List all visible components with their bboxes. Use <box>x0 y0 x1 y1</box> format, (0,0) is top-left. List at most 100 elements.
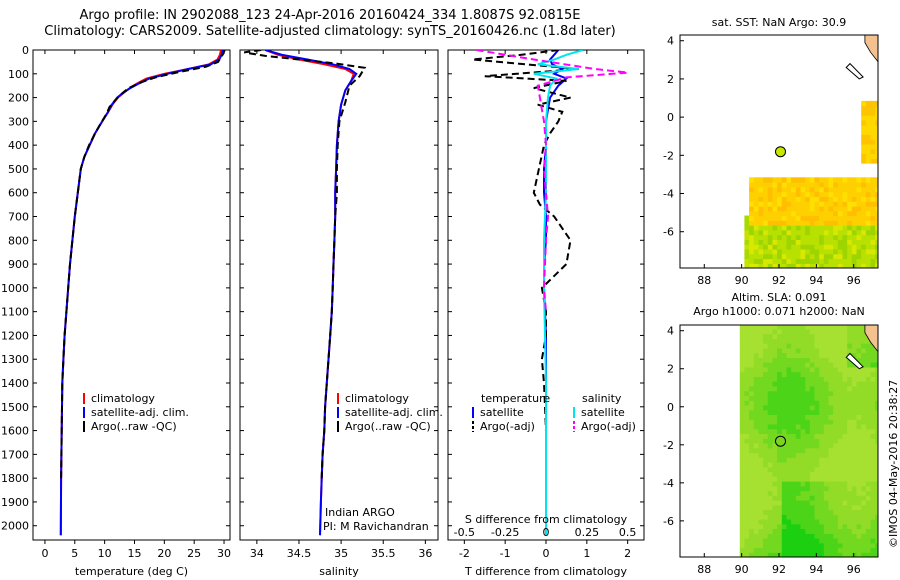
map-cell <box>856 404 862 411</box>
map-cell <box>781 263 788 268</box>
map-cell <box>809 519 816 525</box>
map-cell <box>814 414 820 420</box>
map-cell <box>842 523 848 530</box>
map-cell <box>823 438 830 444</box>
map-cell <box>851 186 858 193</box>
argo-position-marker <box>774 146 786 158</box>
legend-label: satellite-adj. clim. <box>91 406 189 419</box>
map-y-tick-label: 2 <box>667 73 674 86</box>
map-cell <box>753 362 760 368</box>
series-line-argo-raw-qc- <box>60 50 226 479</box>
series-line-salinity-argo-adj- <box>476 50 628 312</box>
map-cell <box>772 538 778 544</box>
map-cell <box>828 338 834 344</box>
map-cell <box>837 466 844 473</box>
map-cell <box>739 419 746 425</box>
x-tick-label: 2 <box>624 547 631 560</box>
map-cell <box>842 552 848 557</box>
map-cell <box>847 471 853 477</box>
map-cell <box>870 442 876 449</box>
map-cell <box>833 395 839 401</box>
map-cell <box>833 423 839 430</box>
map-cell <box>837 376 844 382</box>
map-cell <box>875 153 878 159</box>
map-cell <box>795 395 802 401</box>
map-cell <box>800 457 806 463</box>
map-cell <box>800 196 806 202</box>
map-cell <box>833 514 839 520</box>
map-cell <box>875 129 878 135</box>
map-cell <box>758 485 764 492</box>
map-cell <box>758 457 764 463</box>
map-cell <box>809 362 816 368</box>
map-cell <box>870 438 876 444</box>
map-cell <box>786 182 792 188</box>
map-cell <box>842 414 848 420</box>
map-cell <box>772 542 778 549</box>
map-cell <box>786 253 792 260</box>
map-cell <box>744 438 750 444</box>
map-cell <box>791 244 797 250</box>
map-cell <box>851 528 858 534</box>
map-cell <box>851 538 858 544</box>
map-cell <box>851 258 858 264</box>
map-cell <box>786 328 792 335</box>
map-cell <box>739 485 746 492</box>
map-cell <box>758 519 764 525</box>
map-cell <box>800 366 806 373</box>
map-cell <box>875 466 878 473</box>
map-cell <box>851 196 858 202</box>
map-cell <box>805 220 811 226</box>
map-cell <box>749 419 755 425</box>
map-cell <box>763 423 769 430</box>
map-cell <box>758 476 764 482</box>
map-cell <box>777 376 783 382</box>
map-cell <box>786 390 792 396</box>
map-cell <box>772 229 778 236</box>
map-cell <box>828 480 834 487</box>
map-cell <box>828 182 834 188</box>
map-cell <box>847 528 853 534</box>
map-cell <box>819 414 825 420</box>
map-cell <box>781 205 788 212</box>
map-cell <box>870 225 876 231</box>
map-cell <box>833 428 839 434</box>
map-cell <box>800 419 806 425</box>
map-cell <box>805 514 811 520</box>
map-cell <box>781 381 788 387</box>
map-cell <box>856 485 862 492</box>
map-cell <box>744 395 750 401</box>
map-cell <box>753 325 760 330</box>
map-cell <box>800 333 806 339</box>
legend-label: satellite-adj. clim. <box>345 406 443 419</box>
map-cell <box>791 229 797 236</box>
map-cell <box>800 476 806 482</box>
map-cell <box>814 457 820 463</box>
map-cell <box>753 385 760 392</box>
map-cell <box>856 442 862 449</box>
map-cell <box>767 385 774 392</box>
map-cell <box>851 210 858 217</box>
depth-tick-label: 1700 <box>1 448 29 461</box>
map-cell <box>870 400 876 406</box>
map-cell <box>842 234 848 240</box>
map-cell <box>870 533 876 539</box>
map-cell <box>795 352 802 358</box>
map-cell <box>856 533 862 539</box>
map-cell <box>861 124 867 131</box>
map-cell <box>767 447 774 454</box>
map-cell <box>833 457 839 463</box>
map-cell <box>795 390 802 396</box>
map-cell <box>837 514 844 520</box>
map-cell <box>772 182 778 188</box>
map-cell <box>856 357 862 363</box>
map-cell <box>791 343 797 349</box>
map-cell <box>861 120 867 126</box>
map-cell <box>758 480 764 487</box>
map-cell <box>847 182 853 188</box>
map-cell <box>777 409 783 415</box>
map-cell <box>781 239 788 245</box>
map-cell <box>753 225 760 231</box>
map-cell <box>842 433 848 439</box>
map-cell <box>842 400 848 406</box>
